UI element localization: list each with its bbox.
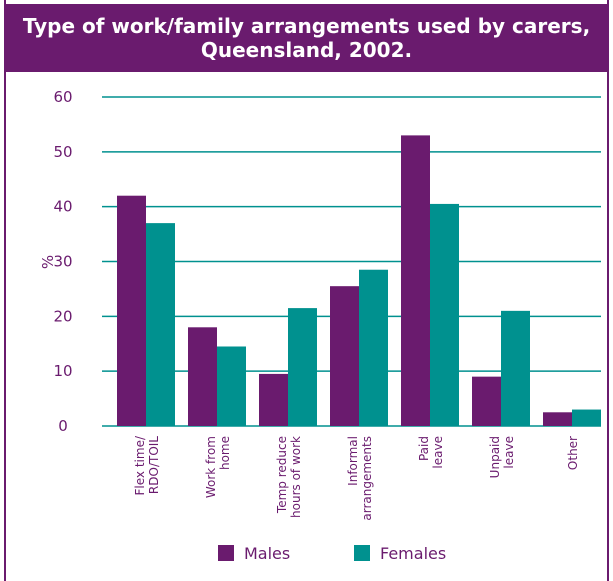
bar-males-2 [259,373,288,426]
x-tick-label: home [218,436,232,470]
bar-females-2 [288,308,317,426]
bar-females-6 [572,409,601,426]
chart-title-band: Type of work/family arrangements used by… [6,4,607,72]
y-tick-label: 30 [53,253,72,271]
x-tick-label: leave [502,436,516,469]
x-tick-label: arrangements [360,436,374,521]
legend-label-males: Males [244,544,290,563]
x-tick-label: Temp reduce [275,436,289,514]
x-tick-label: Paid [417,436,431,461]
y-tick-label: 60 [53,88,72,106]
legend-label-females: Females [380,544,446,563]
x-tick-label: RDO/TOIL [147,436,161,494]
bar-males-3 [330,286,359,426]
y-tick-label: 20 [53,307,72,325]
bar-males-1 [188,327,217,426]
legend-swatch-females [354,545,370,561]
chart-figure: Type of work/family arrangements used by… [4,0,609,581]
x-tick-label: hours of work [289,436,303,518]
y-tick-label: 40 [53,198,72,216]
bar-males-4 [401,135,430,426]
bar-females-5 [501,310,530,426]
x-tick-label: leave [431,436,445,469]
x-tick-label: Flex time/ [133,435,147,495]
x-tick-label: Informal [346,436,360,486]
bar-females-1 [217,346,246,426]
bar-males-5 [472,376,501,426]
bar-females-4 [430,203,459,426]
x-tick-label: Unpaid [488,436,502,478]
chart-title: Type of work/family arrangements used by… [22,14,591,38]
y-tick-label: 10 [53,362,72,380]
bar-males-6 [543,412,572,426]
x-tick-label: Other [566,436,580,470]
chart-title-line-2: Queensland, 2002. [200,38,413,62]
bar-females-0 [146,223,175,426]
legend-swatch-males [218,545,234,561]
y-tick-label: 50 [53,143,72,161]
bar-males-0 [117,195,146,426]
y-axis-label: % [39,255,57,269]
y-tick-label: 0 [58,417,68,435]
bar-females-3 [359,269,388,426]
x-tick-label: Work from [204,436,218,498]
bar-chart: 0 10 20 30 40 50 60% Flex time/RDO/TOIL Work fro… [39,88,601,563]
